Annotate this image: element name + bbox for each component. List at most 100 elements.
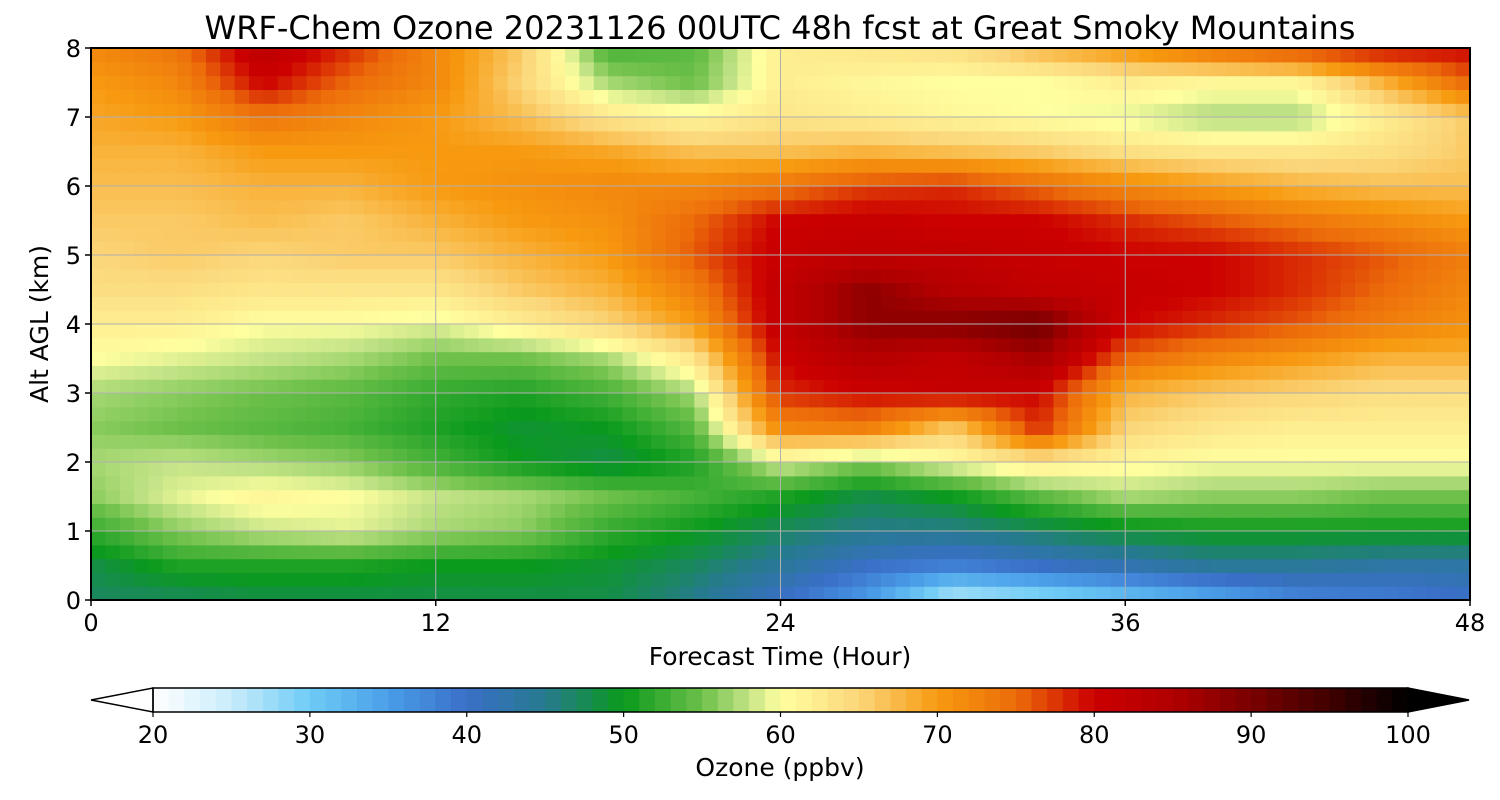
heat-cell bbox=[1326, 117, 1342, 132]
y-tick-label: 0 bbox=[66, 587, 81, 615]
heat-cell bbox=[1398, 130, 1414, 146]
heat-cell bbox=[1225, 406, 1241, 422]
heat-cell bbox=[1383, 517, 1399, 532]
heat-cell bbox=[335, 406, 351, 422]
heat-cell bbox=[292, 48, 308, 63]
heat-cell bbox=[392, 117, 408, 132]
heat-cell bbox=[1053, 517, 1069, 532]
heat-cell bbox=[1039, 434, 1055, 449]
heat-cell bbox=[363, 558, 379, 573]
heat-cell bbox=[909, 186, 925, 201]
heat-cell bbox=[378, 241, 394, 256]
heat-cell bbox=[1311, 544, 1327, 560]
heat-cell bbox=[91, 199, 106, 215]
heat-cell bbox=[967, 255, 983, 270]
colorbar-segment bbox=[1360, 688, 1378, 712]
heat-cell bbox=[464, 199, 480, 215]
heat-cell bbox=[608, 61, 624, 77]
heat-cell bbox=[234, 475, 250, 491]
heat-cell bbox=[608, 103, 624, 118]
heat-cell bbox=[349, 199, 365, 215]
heat-cell bbox=[1096, 172, 1112, 187]
heat-cell bbox=[579, 130, 595, 146]
heat-cell bbox=[608, 268, 624, 284]
heat-cell bbox=[723, 186, 738, 201]
heat-cell bbox=[837, 448, 853, 463]
heat-cell bbox=[766, 489, 782, 504]
heat-cell bbox=[105, 517, 121, 532]
heat-cell bbox=[521, 517, 537, 532]
heat-cell bbox=[636, 489, 652, 504]
heat-cell bbox=[1182, 475, 1198, 491]
heat-cell bbox=[292, 241, 308, 256]
heat-cell bbox=[1383, 393, 1399, 408]
heat-cell bbox=[1197, 103, 1213, 118]
heat-cell bbox=[679, 310, 695, 325]
heat-cell bbox=[1369, 268, 1385, 284]
heat-cell bbox=[1268, 379, 1284, 394]
y-axis-label: Alt AGL (km) bbox=[25, 245, 54, 403]
heat-cell bbox=[924, 241, 940, 256]
heat-cell bbox=[119, 462, 135, 477]
heat-cell bbox=[1125, 227, 1141, 242]
heat-cell bbox=[751, 393, 767, 408]
heat-cell bbox=[1355, 144, 1371, 159]
heat-cell bbox=[1383, 489, 1399, 504]
heat-cell bbox=[277, 462, 293, 477]
heat-cell bbox=[1182, 393, 1198, 408]
heat-cell bbox=[1139, 489, 1155, 504]
heat-cell bbox=[464, 558, 480, 573]
heat-cell bbox=[292, 475, 308, 491]
heat-cell bbox=[493, 199, 509, 215]
heat-cell bbox=[981, 406, 997, 422]
heat-cell bbox=[177, 241, 193, 256]
heat-cell bbox=[1211, 75, 1227, 90]
heat-cell bbox=[837, 420, 853, 435]
heat-cell bbox=[866, 117, 882, 132]
heat-cell bbox=[105, 420, 121, 435]
heat-cell bbox=[837, 255, 853, 270]
heat-cell bbox=[1082, 420, 1098, 435]
heat-cell bbox=[148, 61, 164, 77]
heat-cell bbox=[895, 130, 911, 146]
heat-cell bbox=[1225, 213, 1241, 228]
heat-cell bbox=[1383, 186, 1399, 201]
heat-cell bbox=[234, 255, 250, 270]
heat-cell bbox=[1010, 158, 1026, 173]
heat-cell bbox=[866, 544, 882, 560]
heat-cell bbox=[1197, 365, 1213, 380]
heat-cell bbox=[708, 393, 724, 408]
heat-cell bbox=[249, 434, 264, 449]
heat-cell bbox=[478, 144, 494, 159]
heat-cell bbox=[780, 586, 796, 601]
heat-cell bbox=[751, 227, 767, 242]
heat-cell bbox=[579, 75, 595, 90]
heat-cell bbox=[766, 103, 782, 118]
colorbar-tick-label: 50 bbox=[608, 721, 639, 749]
heat-cell bbox=[1240, 89, 1256, 104]
colorbar-tick-label: 70 bbox=[922, 721, 953, 749]
heat-cell bbox=[263, 379, 279, 394]
heat-cell bbox=[234, 130, 250, 146]
heat-cell bbox=[1426, 351, 1442, 366]
heat-cell bbox=[550, 393, 566, 408]
heat-cell bbox=[636, 448, 652, 463]
heat-cell bbox=[320, 213, 336, 228]
heat-cell bbox=[407, 434, 422, 449]
heat-cell bbox=[1398, 558, 1414, 573]
heat-cell bbox=[823, 130, 839, 146]
heat-cell bbox=[1369, 393, 1385, 408]
heat-cell bbox=[565, 130, 580, 146]
heat-cell bbox=[1455, 282, 1471, 297]
heat-cell bbox=[565, 365, 580, 380]
colorbar-segment bbox=[749, 688, 766, 712]
heat-cell bbox=[536, 379, 552, 394]
heat-cell bbox=[1398, 296, 1414, 311]
heat-cell bbox=[306, 406, 322, 422]
heat-cell bbox=[1153, 406, 1169, 422]
heat-cell bbox=[234, 462, 250, 477]
heat-cell bbox=[766, 517, 782, 532]
heat-cell bbox=[579, 103, 595, 118]
heat-cell bbox=[249, 199, 264, 215]
colorbar-segment bbox=[1251, 688, 1268, 712]
